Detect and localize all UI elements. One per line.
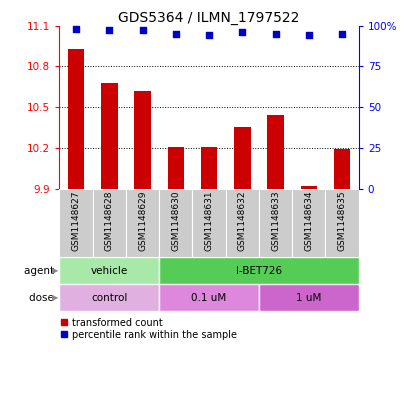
Text: I-BET726: I-BET726 bbox=[235, 266, 281, 276]
Bar bbox=[300, 186, 317, 189]
Text: ▶: ▶ bbox=[52, 266, 58, 275]
Bar bbox=[159, 189, 192, 257]
Text: 1 uM: 1 uM bbox=[295, 292, 321, 303]
Bar bbox=[325, 189, 358, 257]
Bar bbox=[59, 257, 159, 284]
Text: GSM1148630: GSM1148630 bbox=[171, 191, 180, 252]
Title: GDS5364 / ILMN_1797522: GDS5364 / ILMN_1797522 bbox=[118, 11, 299, 24]
Point bbox=[73, 26, 79, 32]
Bar bbox=[258, 284, 358, 311]
Text: GSM1148634: GSM1148634 bbox=[303, 191, 312, 251]
Point bbox=[338, 31, 344, 37]
Point bbox=[172, 31, 179, 37]
Text: agent: agent bbox=[24, 266, 57, 276]
Legend: transformed count, percentile rank within the sample: transformed count, percentile rank withi… bbox=[60, 318, 236, 340]
Text: 0.1 uM: 0.1 uM bbox=[191, 292, 226, 303]
Bar bbox=[167, 147, 184, 189]
Bar bbox=[59, 189, 92, 257]
Point bbox=[106, 27, 112, 33]
Text: GSM1148633: GSM1148633 bbox=[270, 191, 279, 252]
Text: GSM1148627: GSM1148627 bbox=[72, 191, 81, 251]
Point bbox=[272, 31, 278, 37]
Point bbox=[139, 27, 146, 33]
Bar bbox=[159, 257, 358, 284]
Bar bbox=[225, 189, 258, 257]
Bar bbox=[292, 189, 325, 257]
Text: vehicle: vehicle bbox=[90, 266, 128, 276]
Bar bbox=[192, 189, 225, 257]
Point bbox=[238, 29, 245, 35]
Point bbox=[205, 32, 212, 39]
Text: GSM1148635: GSM1148635 bbox=[337, 191, 346, 252]
Text: GSM1148632: GSM1148632 bbox=[237, 191, 246, 251]
Text: GSM1148631: GSM1148631 bbox=[204, 191, 213, 252]
Text: dose: dose bbox=[29, 292, 57, 303]
Bar bbox=[234, 127, 250, 189]
Text: ▶: ▶ bbox=[52, 293, 58, 302]
Bar bbox=[92, 189, 126, 257]
Bar bbox=[333, 149, 350, 189]
Bar bbox=[200, 147, 217, 189]
Point bbox=[305, 32, 311, 39]
Bar bbox=[159, 284, 258, 311]
Text: GSM1148629: GSM1148629 bbox=[138, 191, 147, 251]
Bar bbox=[67, 49, 84, 189]
Bar bbox=[59, 284, 159, 311]
Bar bbox=[134, 91, 151, 189]
Bar bbox=[126, 189, 159, 257]
Bar bbox=[258, 189, 292, 257]
Bar bbox=[267, 115, 283, 189]
Text: control: control bbox=[91, 292, 127, 303]
Bar bbox=[101, 83, 117, 189]
Text: GSM1148628: GSM1148628 bbox=[105, 191, 114, 251]
